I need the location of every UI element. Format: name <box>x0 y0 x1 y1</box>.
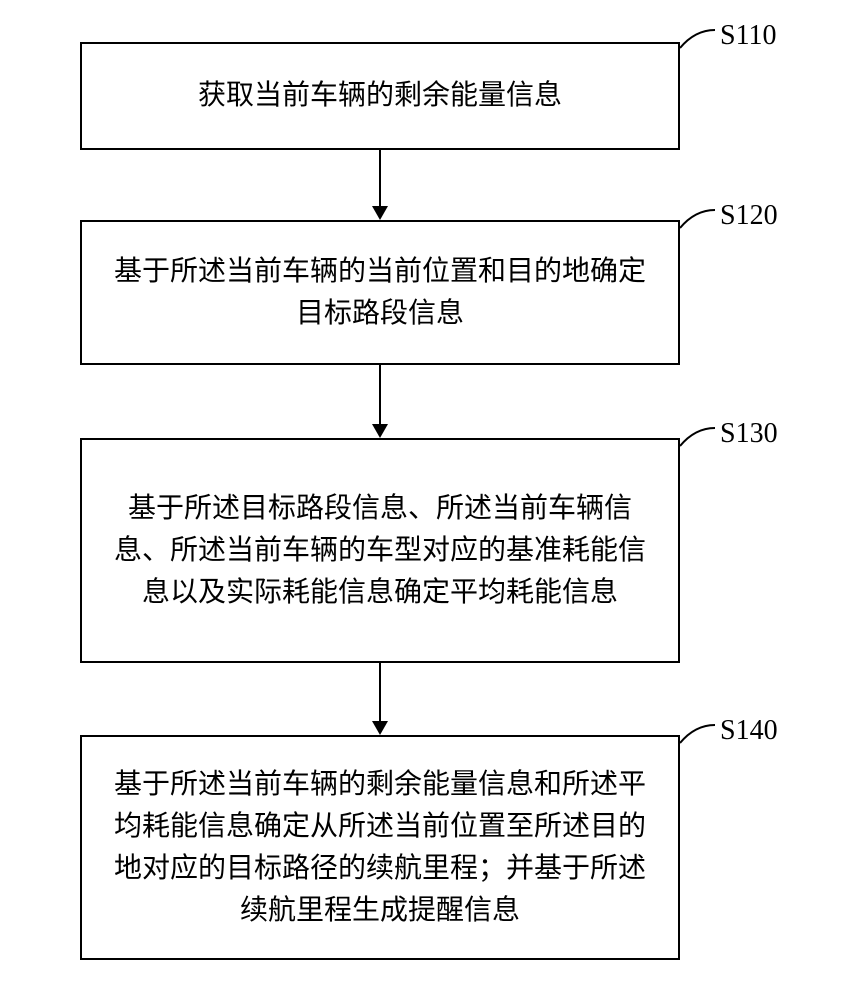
flowchart-step-s110: 获取当前车辆的剩余能量信息 <box>80 42 680 150</box>
step-label-s130: S130 <box>720 418 778 450</box>
step-text: 基于所述当前车辆的当前位置和目的地确定目标路段信息 <box>102 251 658 335</box>
flowchart-container: 获取当前车辆的剩余能量信息 S110 基于所述当前车辆的当前位置和目的地确定目标… <box>0 0 848 1000</box>
step-label-s120: S120 <box>720 200 778 232</box>
flowchart-step-s140: 基于所述当前车辆的剩余能量信息和所述平均耗能信息确定从所述当前位置至所述目的地对… <box>80 735 680 960</box>
step-text: 基于所述当前车辆的剩余能量信息和所述平均耗能信息确定从所述当前位置至所述目的地对… <box>102 764 658 932</box>
step-text: 获取当前车辆的剩余能量信息 <box>198 75 562 117</box>
step-label-s110: S110 <box>720 20 777 52</box>
step-text: 基于所述目标路段信息、所述当前车辆信息、所述当前车辆的车型对应的基准耗能信息以及… <box>102 488 658 614</box>
step-label-s140: S140 <box>720 715 778 747</box>
flowchart-step-s130: 基于所述目标路段信息、所述当前车辆信息、所述当前车辆的车型对应的基准耗能信息以及… <box>80 438 680 663</box>
flowchart-step-s120: 基于所述当前车辆的当前位置和目的地确定目标路段信息 <box>80 220 680 365</box>
